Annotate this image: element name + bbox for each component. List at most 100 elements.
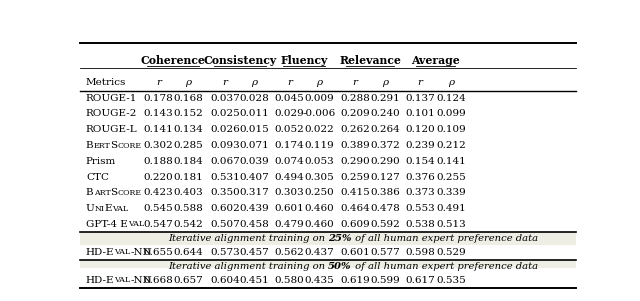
Text: 0.460: 0.460 bbox=[304, 204, 334, 213]
Text: E: E bbox=[105, 204, 112, 213]
Text: 0.531: 0.531 bbox=[210, 172, 240, 182]
Text: Prism: Prism bbox=[86, 157, 116, 166]
Text: 0.513: 0.513 bbox=[436, 220, 466, 229]
Text: 0.028: 0.028 bbox=[240, 94, 269, 103]
Text: Metrics: Metrics bbox=[86, 78, 126, 87]
Text: 0.067: 0.067 bbox=[210, 157, 240, 166]
Text: 0.423: 0.423 bbox=[143, 188, 173, 197]
Text: 0.573: 0.573 bbox=[210, 248, 240, 257]
Text: 0.435: 0.435 bbox=[304, 276, 334, 285]
Text: VAL: VAL bbox=[115, 248, 131, 256]
Text: 0.619: 0.619 bbox=[340, 276, 370, 285]
Text: 0.029: 0.029 bbox=[275, 110, 304, 119]
Text: 0.184: 0.184 bbox=[173, 157, 203, 166]
Text: 0.220: 0.220 bbox=[143, 172, 173, 182]
Text: Fluency: Fluency bbox=[280, 55, 328, 66]
Text: 0.386: 0.386 bbox=[371, 188, 401, 197]
Text: VAL: VAL bbox=[128, 220, 144, 228]
Text: 0.350: 0.350 bbox=[210, 188, 240, 197]
Text: of all human expert preference data: of all human expert preference data bbox=[351, 234, 538, 243]
Text: r: r bbox=[287, 78, 292, 87]
Text: 0.099: 0.099 bbox=[436, 110, 466, 119]
Text: 0.601: 0.601 bbox=[340, 248, 370, 257]
Text: 0.604: 0.604 bbox=[210, 276, 240, 285]
Text: 0.479: 0.479 bbox=[275, 220, 304, 229]
Text: 0.143: 0.143 bbox=[143, 110, 173, 119]
Text: 0.093: 0.093 bbox=[210, 141, 240, 150]
Text: 0.491: 0.491 bbox=[436, 204, 466, 213]
Bar bbox=[80, 232, 576, 245]
Text: 0.317: 0.317 bbox=[240, 188, 269, 197]
Text: ρ: ρ bbox=[252, 78, 258, 87]
Text: 0.478: 0.478 bbox=[371, 204, 401, 213]
Text: 0.188: 0.188 bbox=[143, 157, 173, 166]
Text: 0.494: 0.494 bbox=[275, 172, 304, 182]
Text: ERT: ERT bbox=[93, 141, 110, 150]
Text: Consistency: Consistency bbox=[203, 55, 276, 66]
Text: 0.174: 0.174 bbox=[275, 141, 304, 150]
Text: VAL: VAL bbox=[112, 205, 129, 213]
Text: 0.598: 0.598 bbox=[405, 248, 435, 257]
Text: 0.592: 0.592 bbox=[371, 220, 401, 229]
Text: 0.617: 0.617 bbox=[405, 276, 435, 285]
Text: ρ: ρ bbox=[448, 78, 454, 87]
Text: S: S bbox=[110, 188, 118, 197]
Text: 0.178: 0.178 bbox=[143, 94, 173, 103]
Text: 0.101: 0.101 bbox=[405, 110, 435, 119]
Text: CORE: CORE bbox=[118, 141, 141, 150]
Text: ρ: ρ bbox=[383, 78, 388, 87]
Text: 0.026: 0.026 bbox=[210, 125, 240, 134]
Text: 0.071: 0.071 bbox=[240, 141, 269, 150]
Text: ρ: ρ bbox=[185, 78, 191, 87]
Text: -NN: -NN bbox=[131, 248, 152, 257]
Text: 0.264: 0.264 bbox=[371, 125, 401, 134]
Text: 0.288: 0.288 bbox=[340, 94, 370, 103]
Text: 0.403: 0.403 bbox=[173, 188, 203, 197]
Text: 0.464: 0.464 bbox=[340, 204, 370, 213]
Text: 0.052: 0.052 bbox=[275, 125, 304, 134]
Text: Relevance: Relevance bbox=[339, 55, 401, 66]
Text: 0.389: 0.389 bbox=[340, 141, 370, 150]
Text: 0.601: 0.601 bbox=[275, 204, 304, 213]
Text: HD-E: HD-E bbox=[86, 248, 115, 257]
Text: 0.120: 0.120 bbox=[405, 125, 435, 134]
Text: CORE: CORE bbox=[118, 189, 141, 197]
Text: 0.141: 0.141 bbox=[436, 157, 466, 166]
Text: 0.439: 0.439 bbox=[240, 204, 269, 213]
Text: 0.457: 0.457 bbox=[240, 248, 269, 257]
Text: of all human expert preference data: of all human expert preference data bbox=[351, 262, 538, 271]
Text: 0.209: 0.209 bbox=[340, 110, 370, 119]
Text: NI: NI bbox=[95, 205, 105, 213]
Text: 0.119: 0.119 bbox=[304, 141, 334, 150]
Text: VAL: VAL bbox=[115, 276, 131, 284]
Text: 0.152: 0.152 bbox=[173, 110, 203, 119]
Text: S: S bbox=[110, 141, 118, 150]
Text: Coherence: Coherence bbox=[141, 55, 205, 66]
Text: 0.239: 0.239 bbox=[405, 141, 435, 150]
Text: 0.285: 0.285 bbox=[173, 141, 203, 150]
Text: 0.415: 0.415 bbox=[340, 188, 370, 197]
Text: CTC: CTC bbox=[86, 172, 109, 182]
Text: 0.458: 0.458 bbox=[240, 220, 269, 229]
Text: ρ: ρ bbox=[316, 78, 322, 87]
Text: 0.290: 0.290 bbox=[340, 157, 370, 166]
Text: r: r bbox=[156, 78, 161, 87]
Text: r: r bbox=[352, 78, 357, 87]
Text: 0.655: 0.655 bbox=[143, 248, 173, 257]
Text: 0.181: 0.181 bbox=[173, 172, 203, 182]
Text: 0.668: 0.668 bbox=[143, 276, 173, 285]
Text: 0.212: 0.212 bbox=[436, 141, 466, 150]
Text: 0.154: 0.154 bbox=[405, 157, 435, 166]
Bar bbox=[80, 260, 576, 273]
Text: 0.339: 0.339 bbox=[436, 188, 466, 197]
Text: 0.053: 0.053 bbox=[304, 157, 334, 166]
Text: 0.577: 0.577 bbox=[371, 248, 401, 257]
Text: r: r bbox=[418, 78, 423, 87]
Text: B: B bbox=[86, 141, 93, 150]
Text: B: B bbox=[86, 188, 93, 197]
Text: 0.137: 0.137 bbox=[405, 94, 435, 103]
Text: 0.009: 0.009 bbox=[304, 94, 334, 103]
Text: 0.302: 0.302 bbox=[143, 141, 173, 150]
Text: 0.291: 0.291 bbox=[371, 94, 401, 103]
Text: 0.609: 0.609 bbox=[340, 220, 370, 229]
